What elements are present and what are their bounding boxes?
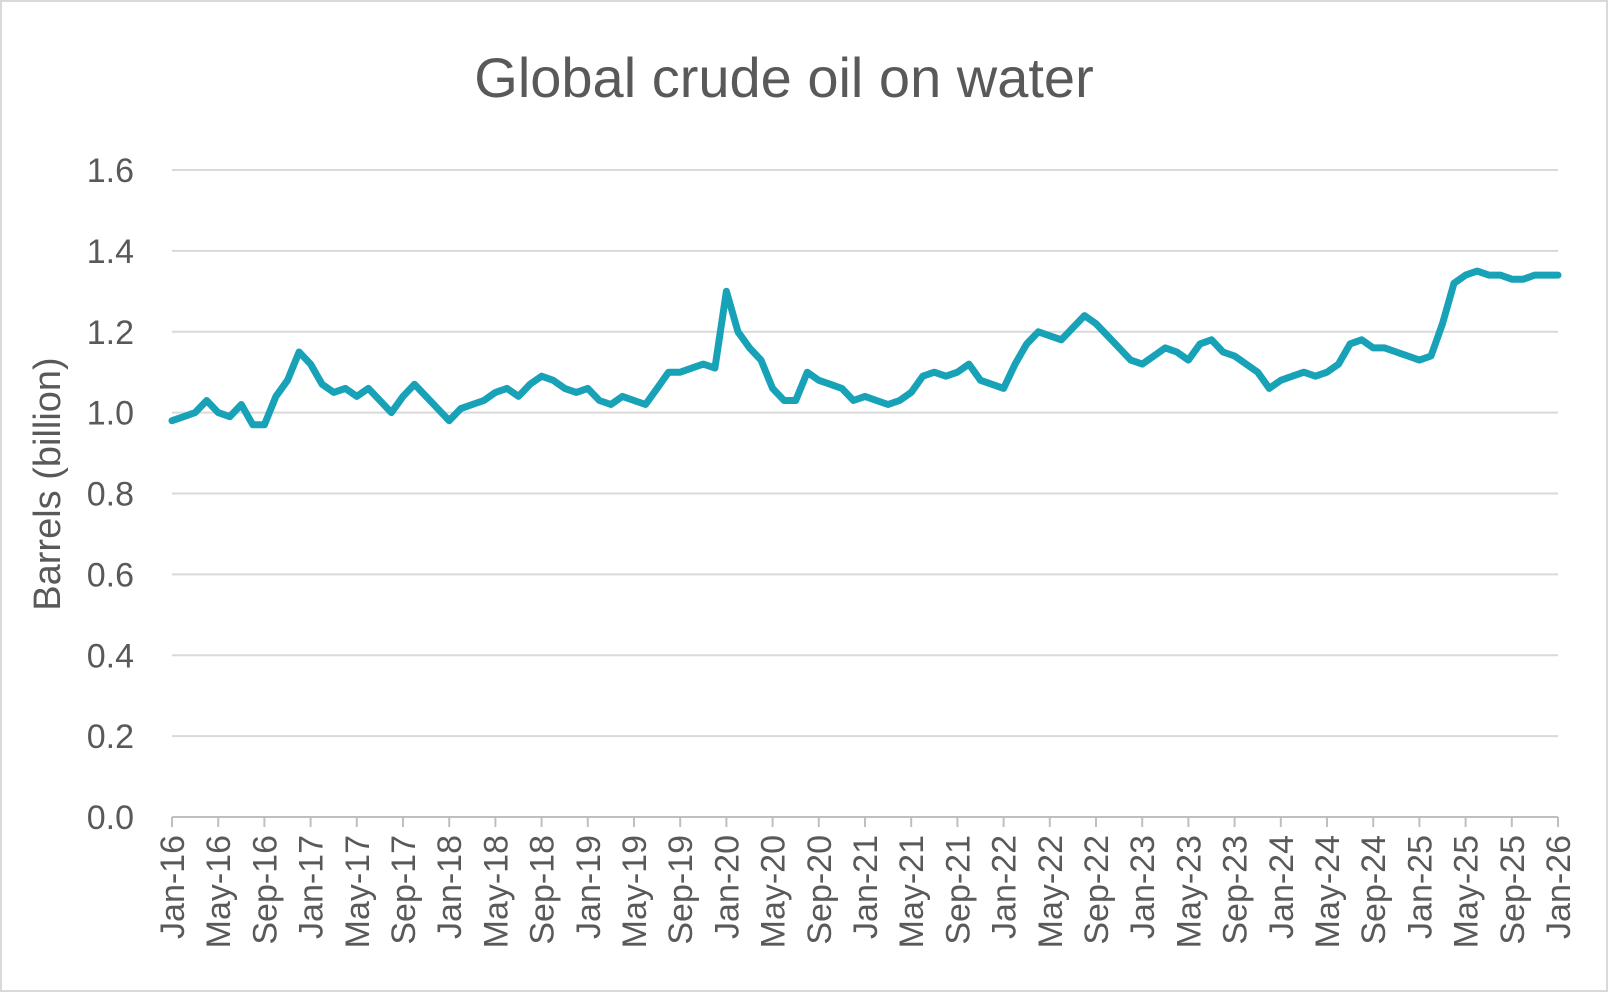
y-tick-label: 0.2 [87, 718, 134, 756]
x-tick-label: Sep-20 [801, 835, 839, 945]
x-tick-label: Jan-25 [1401, 835, 1439, 939]
x-tick-label: May-22 [1032, 835, 1070, 948]
x-tick-label: Jan-19 [570, 835, 608, 939]
x-tick-labels: Jan-16 May-16 Sep-16 Jan-17 May-17 Sep-17 Jan-… [154, 835, 1578, 948]
x-tick-label: May-18 [477, 835, 515, 948]
y-tick-label: 1.0 [87, 395, 134, 433]
y-tick-label: 1.4 [87, 233, 134, 271]
x-tick-label: Sep-23 [1217, 835, 1255, 945]
x-tick-label: May-25 [1448, 835, 1486, 948]
x-tick-label: Jan-17 [293, 835, 331, 939]
x-tick-label: May-19 [616, 835, 654, 948]
x-tick-label: Sep-24 [1355, 835, 1393, 945]
x-tick-label: Jan-22 [986, 835, 1024, 939]
series-line-0 [168, 267, 1562, 429]
x-tick-label: Sep-18 [524, 835, 562, 945]
chart-title: Global crude oil on water [474, 46, 1093, 109]
x-tick-label: Sep-25 [1494, 835, 1532, 945]
series-group [168, 267, 1562, 429]
x-tick-label: May-24 [1309, 835, 1347, 948]
x-tick-label: May-21 [893, 835, 931, 948]
y-axis-title: Barrels (billion) [27, 357, 69, 610]
x-tick-label: May-20 [755, 835, 793, 948]
gridlines [172, 169, 1558, 738]
x-tick-label: Jan-24 [1263, 835, 1301, 939]
x-tick-label: Jan-26 [1540, 835, 1578, 939]
y-tick-label: 0.4 [87, 637, 134, 675]
x-tick-label: Sep-22 [1078, 835, 1116, 945]
x-tick-label: May-17 [339, 835, 377, 948]
x-tick-label: Sep-17 [385, 835, 423, 945]
y-tick-label: 0.0 [87, 799, 134, 837]
x-tick-label: Sep-19 [662, 835, 700, 945]
x-tick-label: Sep-16 [246, 835, 284, 945]
y-tick-labels: 0.0 0.2 0.4 0.6 0.8 1.0 1.2 1.4 1.6 [87, 152, 134, 837]
y-tick-label: 1.2 [87, 314, 134, 352]
x-tick-label: Jan-23 [1124, 835, 1162, 939]
y-tick-label: 1.6 [87, 152, 134, 190]
x-tick-label: Jan-20 [708, 835, 746, 939]
x-axis [171, 816, 1559, 827]
x-tick-label: Jan-16 [154, 835, 192, 939]
x-tick-label: May-16 [200, 835, 238, 948]
y-tick-label: 0.6 [87, 556, 134, 594]
y-tick-label: 0.8 [87, 476, 134, 514]
x-tick-label: Jan-21 [847, 835, 885, 939]
x-tick-label: Sep-21 [939, 835, 977, 945]
x-tick-label: May-23 [1170, 835, 1208, 948]
x-tick-label: Jan-18 [431, 835, 469, 939]
